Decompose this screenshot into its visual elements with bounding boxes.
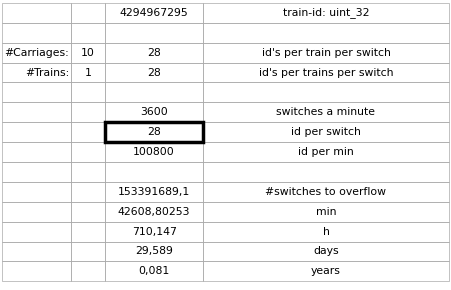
- Bar: [71, 202, 105, 222]
- Bar: [71, 63, 105, 82]
- Bar: [71, 43, 105, 63]
- Bar: [105, 122, 203, 142]
- Bar: [71, 142, 105, 162]
- Text: id's per train per switch: id's per train per switch: [262, 48, 391, 58]
- Text: h: h: [322, 226, 329, 237]
- Text: 153391689,1: 153391689,1: [118, 187, 190, 197]
- Bar: [2, 63, 71, 82]
- Text: 0,081: 0,081: [138, 266, 170, 276]
- Bar: [71, 23, 105, 43]
- Bar: [105, 82, 203, 102]
- Bar: [105, 202, 203, 222]
- Bar: [203, 102, 449, 122]
- Text: 710,147: 710,147: [132, 226, 176, 237]
- Bar: [2, 202, 71, 222]
- Bar: [2, 261, 71, 281]
- Text: 1: 1: [85, 68, 92, 77]
- Text: 4294967295: 4294967295: [120, 8, 189, 18]
- Bar: [203, 261, 449, 281]
- Bar: [71, 102, 105, 122]
- Bar: [203, 202, 449, 222]
- Bar: [203, 182, 449, 202]
- Bar: [105, 122, 203, 142]
- Bar: [105, 162, 203, 182]
- Text: #Carriages:: #Carriages:: [5, 48, 69, 58]
- Bar: [2, 102, 71, 122]
- Bar: [105, 23, 203, 43]
- Bar: [2, 43, 71, 63]
- Text: 10: 10: [81, 48, 95, 58]
- Bar: [71, 222, 105, 242]
- Text: 28: 28: [147, 48, 161, 58]
- Bar: [71, 182, 105, 202]
- Bar: [2, 82, 71, 102]
- Text: 28: 28: [147, 68, 161, 77]
- Bar: [105, 222, 203, 242]
- Bar: [203, 3, 449, 23]
- Text: 42608,80253: 42608,80253: [118, 207, 190, 217]
- Text: 28: 28: [147, 127, 161, 137]
- Bar: [203, 43, 449, 63]
- Bar: [71, 82, 105, 102]
- Text: 3600: 3600: [140, 107, 168, 117]
- Text: days: days: [313, 246, 339, 256]
- Text: 29,589: 29,589: [135, 246, 173, 256]
- Text: id's per trains per switch: id's per trains per switch: [259, 68, 393, 77]
- Bar: [203, 23, 449, 43]
- Bar: [71, 122, 105, 142]
- Bar: [203, 242, 449, 261]
- Bar: [2, 3, 71, 23]
- Bar: [203, 63, 449, 82]
- Bar: [105, 242, 203, 261]
- Bar: [2, 23, 71, 43]
- Bar: [71, 261, 105, 281]
- Bar: [105, 102, 203, 122]
- Bar: [203, 82, 449, 102]
- Bar: [105, 3, 203, 23]
- Bar: [71, 242, 105, 261]
- Text: id per min: id per min: [298, 147, 354, 157]
- Bar: [105, 63, 203, 82]
- Bar: [105, 43, 203, 63]
- Text: switches a minute: switches a minute: [276, 107, 376, 117]
- Bar: [2, 182, 71, 202]
- Bar: [203, 222, 449, 242]
- Bar: [203, 122, 449, 142]
- Bar: [105, 182, 203, 202]
- Bar: [71, 162, 105, 182]
- Bar: [105, 261, 203, 281]
- Text: id per switch: id per switch: [291, 127, 361, 137]
- Bar: [2, 122, 71, 142]
- Text: min: min: [316, 207, 336, 217]
- Text: train-id: uint_32: train-id: uint_32: [283, 7, 369, 18]
- Bar: [2, 242, 71, 261]
- Bar: [2, 142, 71, 162]
- Bar: [203, 142, 449, 162]
- Bar: [203, 162, 449, 182]
- Bar: [2, 162, 71, 182]
- Text: #switches to overflow: #switches to overflow: [266, 187, 387, 197]
- Text: 100800: 100800: [133, 147, 175, 157]
- Bar: [105, 142, 203, 162]
- Text: years: years: [311, 266, 341, 276]
- Bar: [71, 3, 105, 23]
- Bar: [2, 222, 71, 242]
- Text: #Trains:: #Trains:: [25, 68, 69, 77]
